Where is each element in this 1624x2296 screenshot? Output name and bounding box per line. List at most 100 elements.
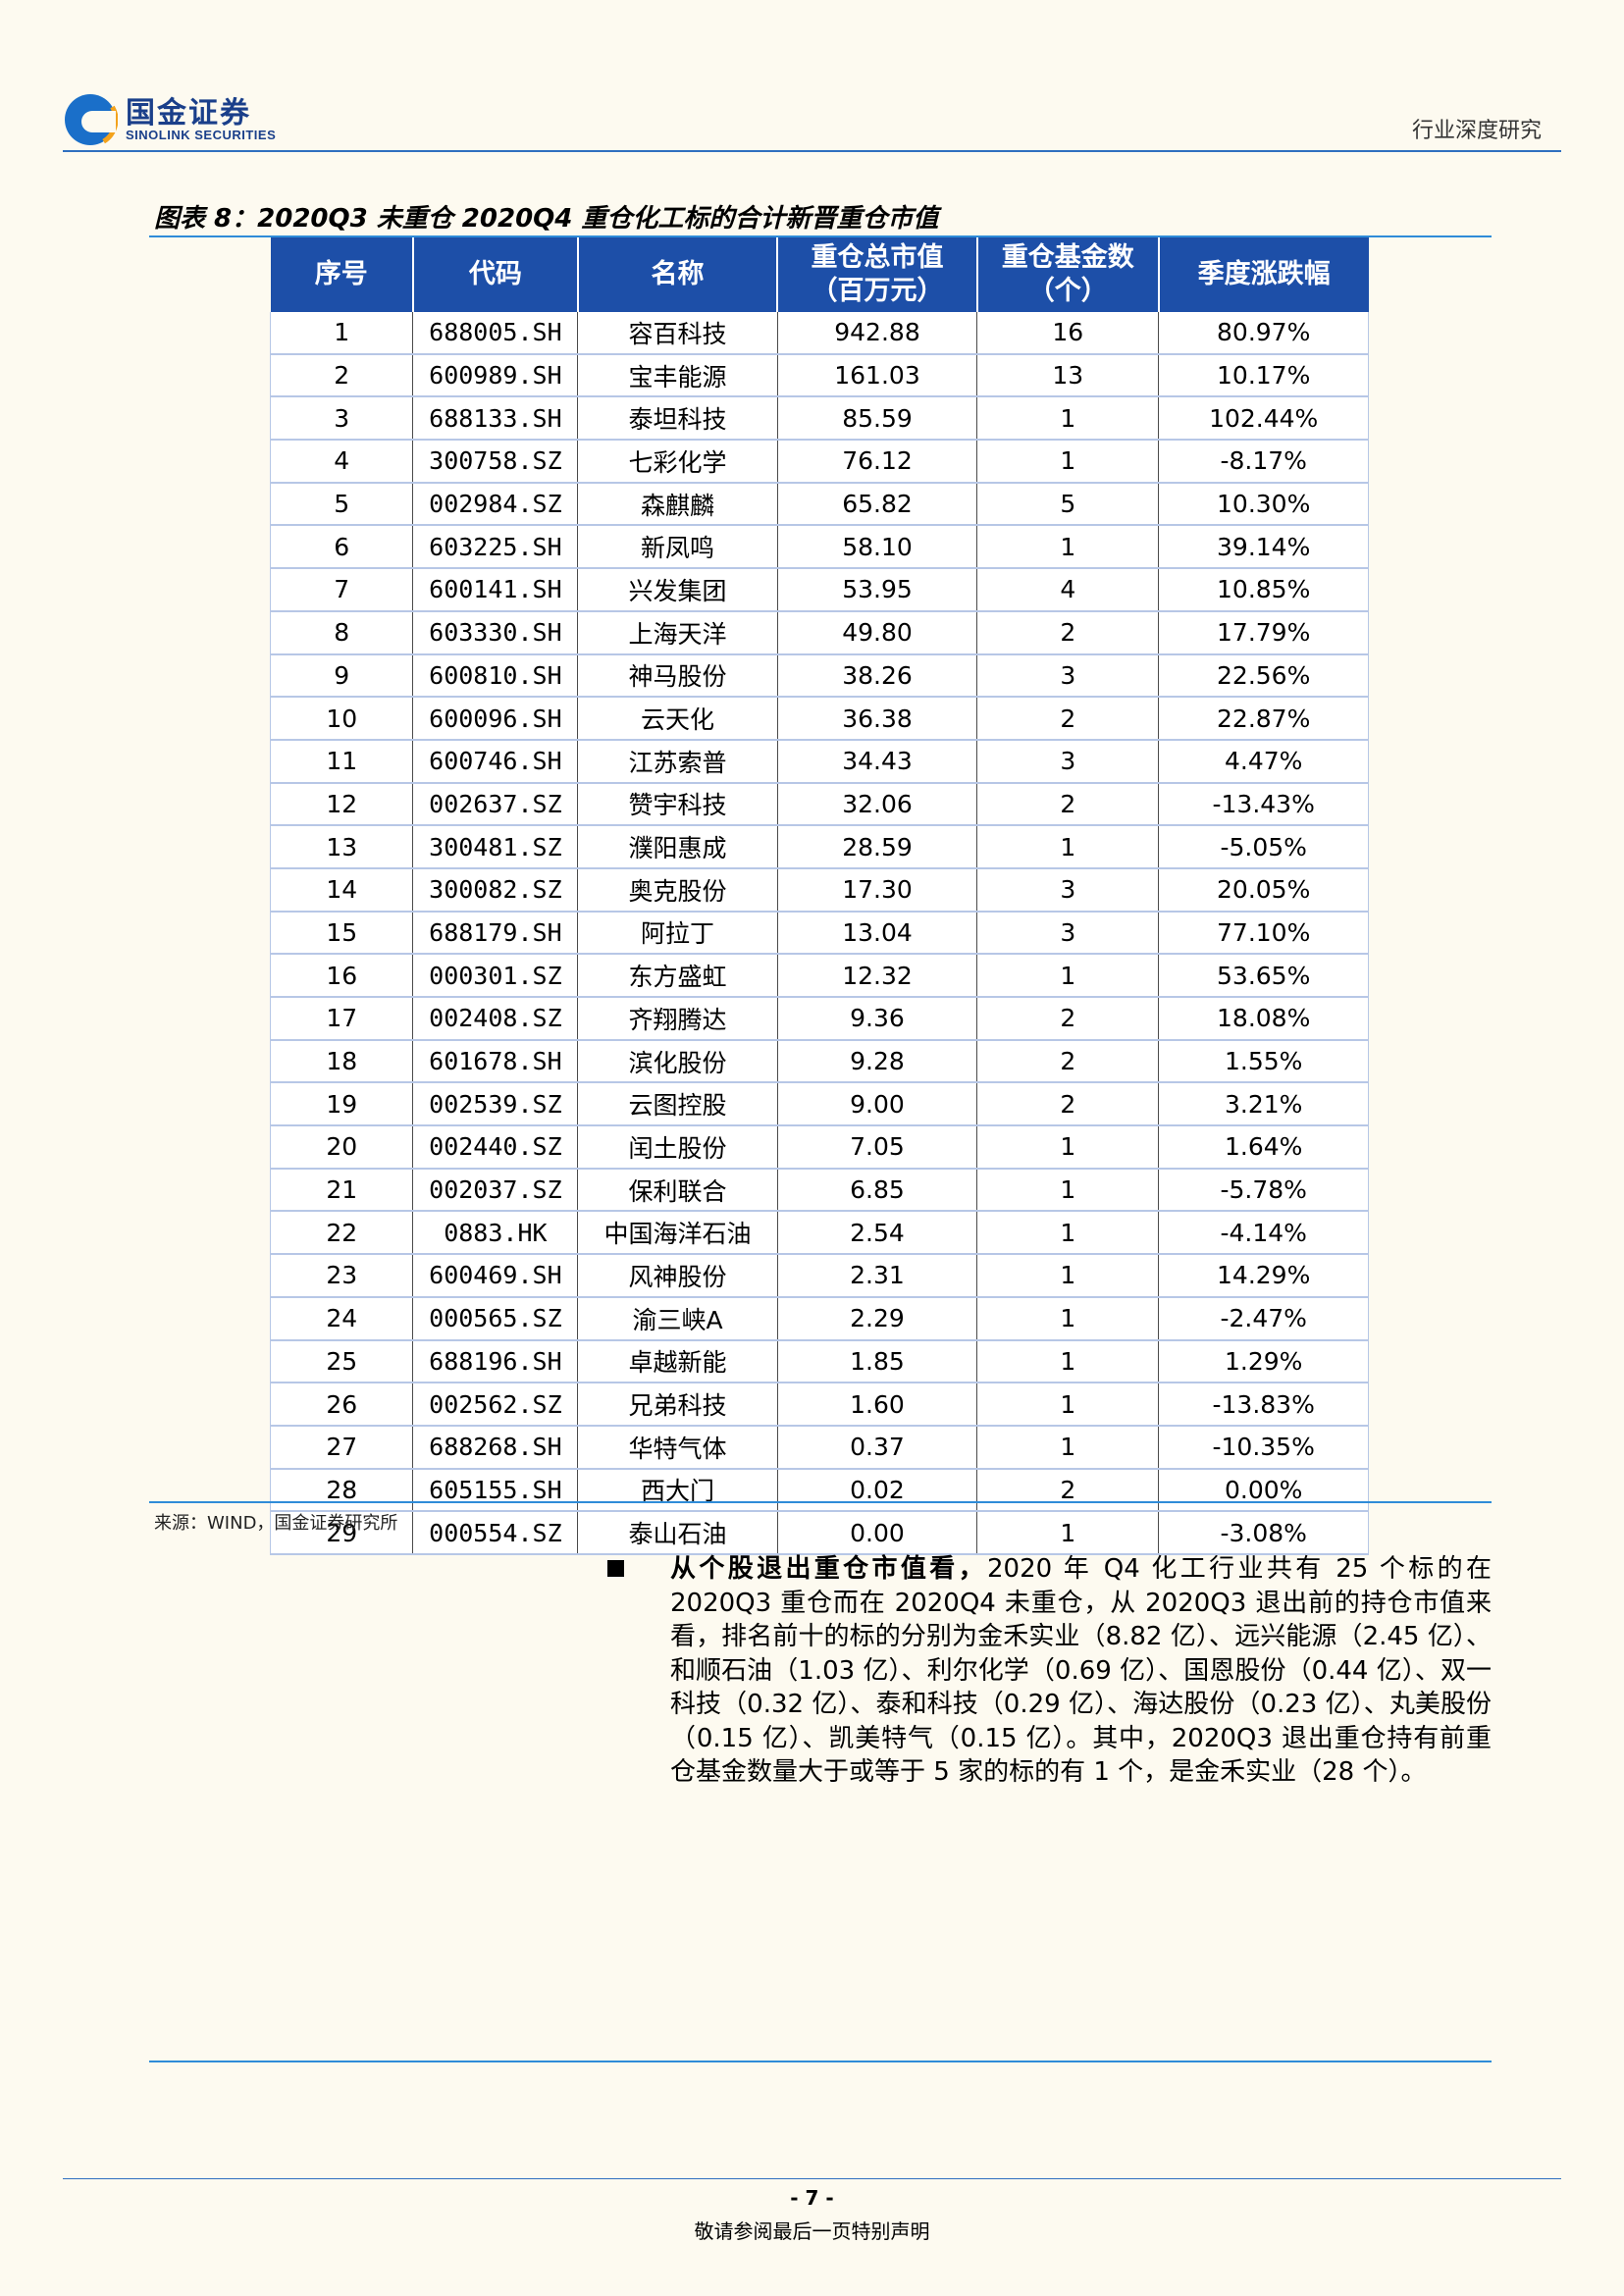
table-cell: 1 <box>976 1383 1160 1427</box>
table-cell: -8.17% <box>1158 440 1369 484</box>
table-cell: 6.85 <box>777 1168 978 1213</box>
table-cell: 容百科技 <box>577 312 778 355</box>
table-cell: 000554.SZ <box>412 1511 579 1555</box>
table-cell: 18.08% <box>1158 997 1369 1041</box>
table-cell: 2 <box>976 1082 1160 1127</box>
table-cell: 1 <box>976 825 1160 869</box>
table-cell: 2 <box>976 997 1160 1041</box>
table-cell: 阿拉丁 <box>577 911 778 956</box>
table-cell: 16 <box>269 954 414 998</box>
logo-english-name: SINOLINK SECURITIES <box>126 128 277 142</box>
table-row: 29 000554.SZ 泰山石油 0.00 1 -3.08% <box>269 1511 1369 1555</box>
table-cell: 600469.SH <box>412 1254 579 1298</box>
table-cell: 1 <box>976 396 1160 442</box>
table-cell: 2 <box>976 610 1160 655</box>
table-cell: 1 <box>976 1511 1160 1555</box>
table-row: 27 688268.SH 华特气体 0.37 1 -10.35% <box>269 1425 1369 1470</box>
table-cell: 65.82 <box>777 482 978 527</box>
table-cell: -5.05% <box>1158 825 1369 869</box>
table-cell: 12 <box>269 782 414 827</box>
table-cell: 七彩化学 <box>577 440 778 484</box>
table-row: 13 300481.SZ 濮阳惠成 28.59 1 -5.05% <box>269 825 1369 869</box>
table-cell: 风神股份 <box>577 1254 778 1298</box>
table-cell: 23 <box>269 1254 414 1298</box>
table-row: 22 0883.HK 中国海洋石油 2.54 1 -4.14% <box>269 1211 1369 1256</box>
figure-title: 图表 8：2020Q3 未重仓 2020Q4 重仓化工标的合计新晋重仓市值 <box>154 204 939 234</box>
table-cell: 36.38 <box>777 697 978 741</box>
table-cell: 28 <box>269 1468 414 1513</box>
table-row: 26 002562.SZ 兄弟科技 1.60 1 -13.83% <box>269 1383 1369 1427</box>
report-section-label: 行业深度研究 <box>1411 119 1542 143</box>
table-cell: 3 <box>976 653 1160 699</box>
table-row: 24 000565.SZ 渝三峡A 2.29 1 -2.47% <box>269 1296 1369 1341</box>
table-cell: 3.21% <box>1158 1082 1369 1127</box>
table-cell: 0.37 <box>777 1425 978 1470</box>
table-cell: 32.06 <box>777 782 978 827</box>
table-cell: 卓越新能 <box>577 1339 778 1384</box>
table-cell: 25 <box>269 1339 414 1384</box>
table-cell: 3 <box>976 739 1160 784</box>
table-cell: 宝丰能源 <box>577 353 778 398</box>
table-row: 5 002984.SZ 森麒麟 65.82 5 10.30% <box>269 482 1369 527</box>
table-row: 2 600989.SH 宝丰能源 161.03 13 10.17% <box>269 353 1369 398</box>
table-cell: 7 <box>269 568 414 612</box>
table-cell: 688179.SH <box>412 911 579 956</box>
table-cell: 605155.SH <box>412 1468 579 1513</box>
table-cell: 2 <box>269 353 414 398</box>
table-cell: 1.64% <box>1158 1125 1369 1170</box>
table-cell: -13.43% <box>1158 782 1369 827</box>
table-cell: 22.87% <box>1158 697 1369 741</box>
table-cell: 1.29% <box>1158 1339 1369 1384</box>
table-cell: 002984.SZ <box>412 482 579 527</box>
table-cell: 1 <box>976 525 1160 570</box>
table-cell: 688133.SH <box>412 396 579 442</box>
table-cell: 14 <box>269 867 414 913</box>
table-cell: 28.59 <box>777 825 978 869</box>
table-cell: 濮阳惠成 <box>577 825 778 869</box>
bullet-square-icon <box>607 1560 624 1577</box>
table-cell: 20 <box>269 1125 414 1170</box>
table-cell: -5.78% <box>1158 1168 1369 1213</box>
table-cell: 11 <box>269 739 414 784</box>
table-cell: 53.65% <box>1158 954 1369 998</box>
table-cell: 2.29 <box>777 1296 978 1341</box>
table-cell: 80.97% <box>1158 312 1369 355</box>
table-cell: 5 <box>976 482 1160 527</box>
table-cell: 26 <box>269 1383 414 1427</box>
table-cell: 2 <box>976 1039 1160 1084</box>
table-cell: 24 <box>269 1296 414 1341</box>
table-cell: 600141.SH <box>412 568 579 612</box>
figure-top-rule <box>149 235 1492 237</box>
figure-bottom-rule <box>149 1501 1492 1503</box>
holdings-table: 序号 代码 名称 重仓总市值 （百万元） 重仓基金数 （个） 季度涨跌幅 1 688005.… <box>269 237 1369 1555</box>
page-number: - 7 - <box>790 2186 834 2210</box>
table-cell: 688268.SH <box>412 1425 579 1470</box>
column-header: 名称 <box>577 237 779 312</box>
table-cell: 齐翔腾达 <box>577 997 778 1041</box>
column-header: 重仓总市值 （百万元） <box>777 237 978 312</box>
table-cell: 华特气体 <box>577 1425 778 1470</box>
table-cell: 9.36 <box>777 997 978 1041</box>
table-cell: 1 <box>976 1296 1160 1341</box>
table-row: 18 601678.SH 滨化股份 9.28 2 1.55% <box>269 1039 1369 1084</box>
table-cell: 西大门 <box>577 1468 778 1513</box>
table-cell: 002562.SZ <box>412 1383 579 1427</box>
table-cell: 1 <box>976 1339 1160 1384</box>
table-cell: 76.12 <box>777 440 978 484</box>
table-row: 14 300082.SZ 奥克股份 17.30 3 20.05% <box>269 867 1369 913</box>
table-cell: 江苏索普 <box>577 739 778 784</box>
table-cell: 22 <box>269 1211 414 1256</box>
table-cell: 0.02 <box>777 1468 978 1513</box>
table-cell: -3.08% <box>1158 1511 1369 1555</box>
table-row: 25 688196.SH 卓越新能 1.85 1 1.29% <box>269 1339 1369 1384</box>
table-cell: 9 <box>269 653 414 699</box>
header-divider <box>63 150 1561 152</box>
table-row: 23 600469.SH 风神股份 2.31 1 14.29% <box>269 1254 1369 1298</box>
table-cell: 1 <box>976 954 1160 998</box>
table-cell: 22.56% <box>1158 653 1369 699</box>
table-cell: 神马股份 <box>577 653 778 699</box>
table-cell: 10 <box>269 697 414 741</box>
table-cell: 300758.SZ <box>412 440 579 484</box>
table-row: 11 600746.SH 江苏索普 34.43 3 4.47% <box>269 739 1369 784</box>
logo-chinese-name: 国金证券 <box>126 96 251 130</box>
